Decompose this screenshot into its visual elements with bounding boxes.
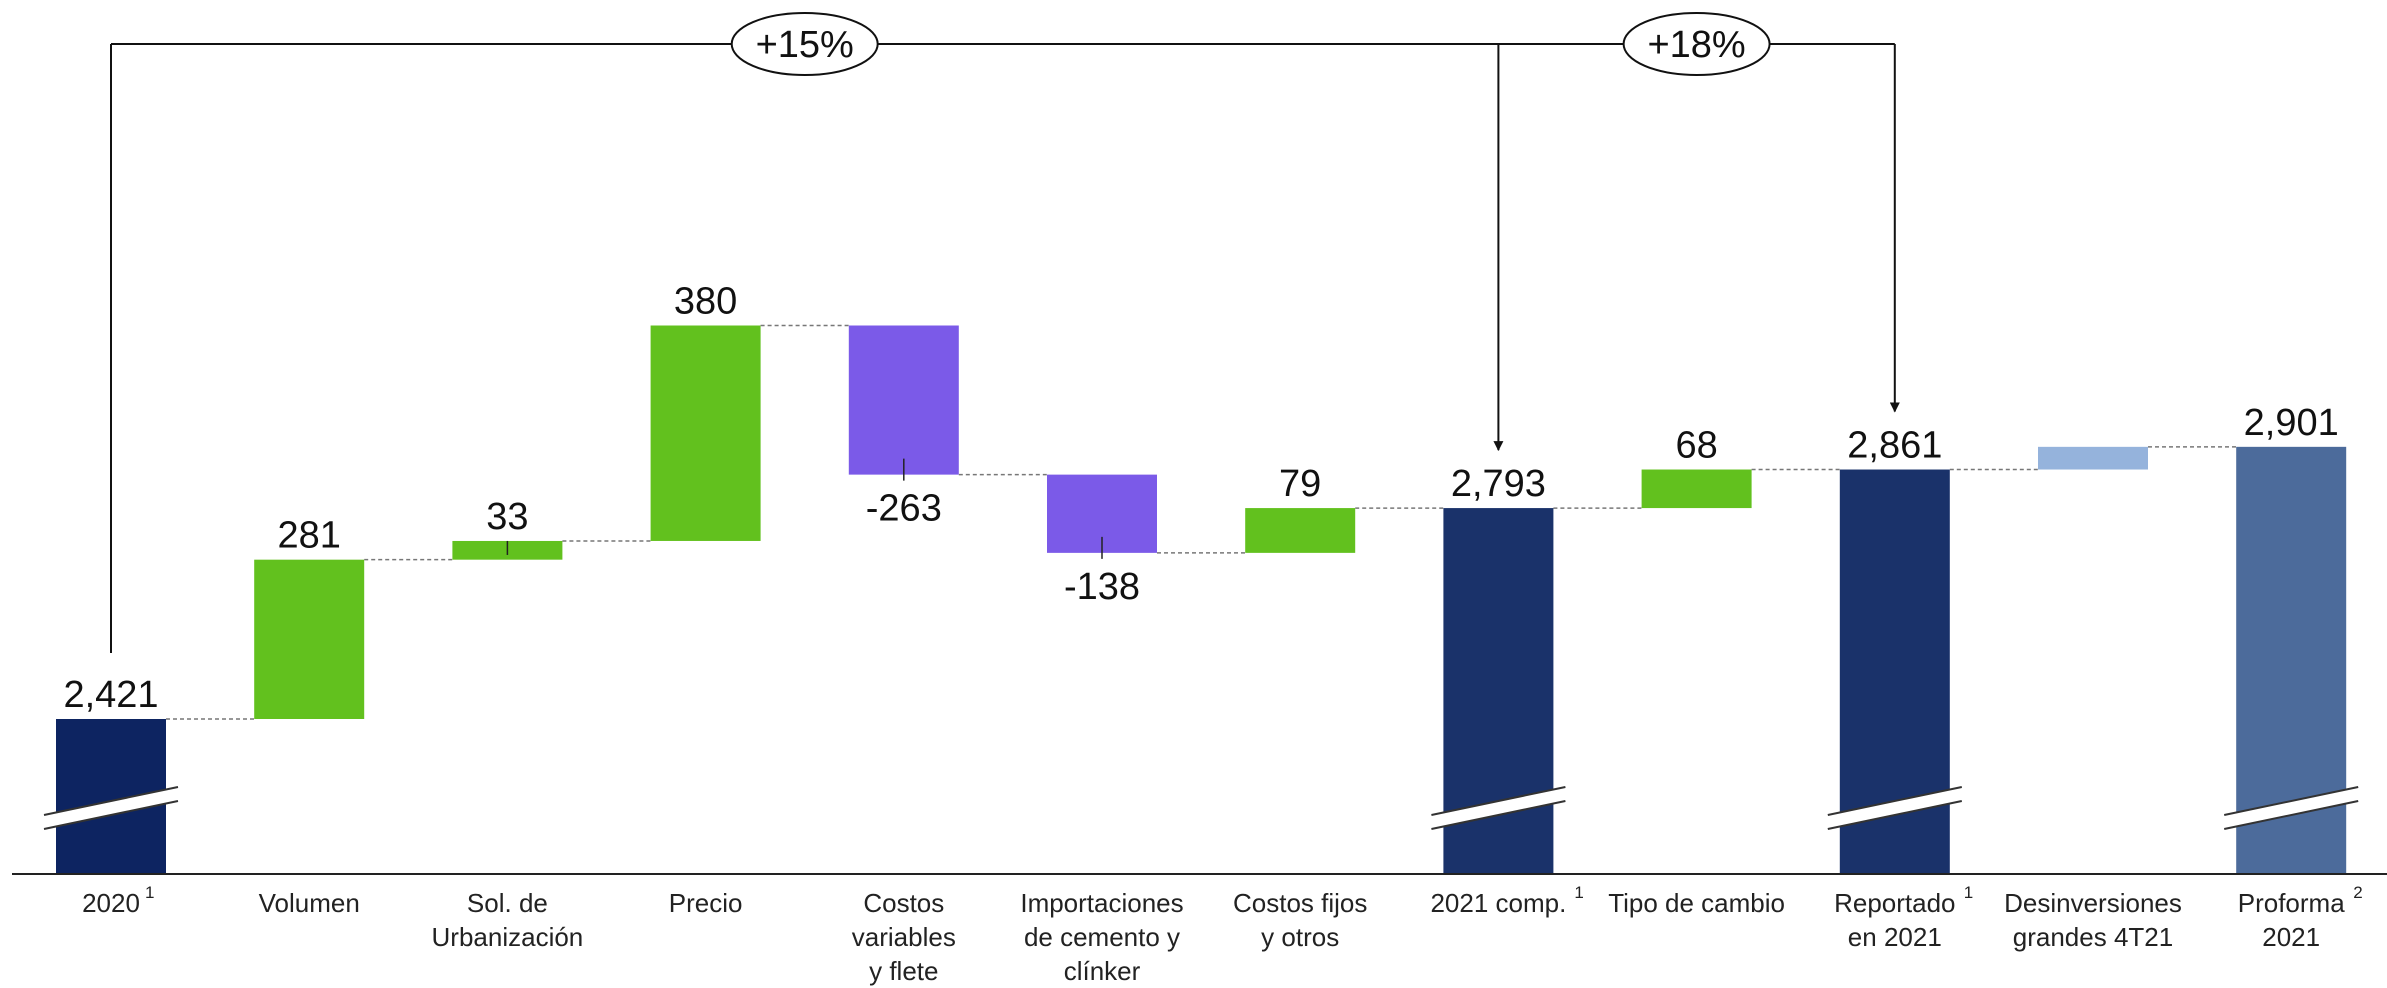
category-label-5: Importaciones de cemento y clínker [1020, 888, 1183, 986]
growth-bubble-0 [730, 12, 879, 76]
axis-break-line-top-7 [1431, 786, 1566, 816]
bar-1 [254, 559, 365, 719]
value-label-3: 380 [674, 281, 737, 323]
axis-break-mark-7 [1429, 787, 1567, 829]
value-label-2: 33 [486, 496, 528, 538]
bar-3 [650, 325, 761, 541]
axis-break-line-top-9 [1827, 786, 1963, 816]
value-label-4: -263 [866, 488, 942, 530]
category-label-4: Costos variables y flete [852, 888, 956, 986]
axis-break-line-top-0 [43, 786, 179, 816]
category-footnote-11: 2 [2353, 883, 2362, 902]
bar-4 [848, 325, 959, 475]
category-label-1: Volumen [259, 888, 360, 918]
value-label-1: 281 [277, 515, 340, 557]
value-label-7: 2,793 [1451, 463, 1546, 505]
growth-bubble-1 [1622, 12, 1771, 76]
category-label-0: 2020 [82, 888, 140, 918]
axis-break-line-bottom-7 [1431, 800, 1566, 830]
axis-break-mark-9 [1826, 787, 1964, 829]
category-label-10: Desinversiones grandes 4T21 [2004, 888, 2182, 952]
axis-break-line-bottom-9 [1827, 800, 1963, 830]
bar-8 [1641, 469, 1752, 509]
value-label-9: 2,861 [1847, 425, 1942, 467]
axis-break-mark-11 [2222, 787, 2360, 829]
value-label-8: 68 [1675, 425, 1717, 467]
category-label-9: Reportado en 2021 [1834, 888, 1955, 952]
category-label-6: Costos fijos y otros [1233, 888, 1367, 952]
bar-6 [1245, 508, 1356, 553]
bar-10 [2038, 446, 2148, 470]
value-label-6: 79 [1279, 463, 1321, 505]
category-footnote-0: 1 [145, 883, 154, 902]
category-label-8: Tipo de cambio [1608, 888, 1785, 918]
axis-break-mark-0 [42, 787, 180, 829]
value-label-11: 2,901 [2244, 402, 2339, 444]
axis-break-line-bottom-11 [2223, 800, 2359, 830]
category-footnote-9: 1 [1964, 883, 1973, 902]
category-label-11: Proforma 2021 [2238, 888, 2345, 952]
category-footnote-7: 1 [1574, 883, 1583, 902]
value-label-5: -138 [1064, 566, 1140, 608]
category-label-3: Precio [669, 888, 743, 918]
category-label-2: Sol. de Urbanización [432, 888, 584, 952]
axis-break-line-bottom-0 [43, 800, 179, 830]
growth-label-0: +15% [756, 24, 854, 66]
growth-label-1: +18% [1647, 24, 1745, 66]
axis-break-line-top-11 [2223, 786, 2359, 816]
value-label-0: 2,421 [63, 674, 158, 716]
category-label-7: 2021 comp. [1430, 888, 1566, 918]
